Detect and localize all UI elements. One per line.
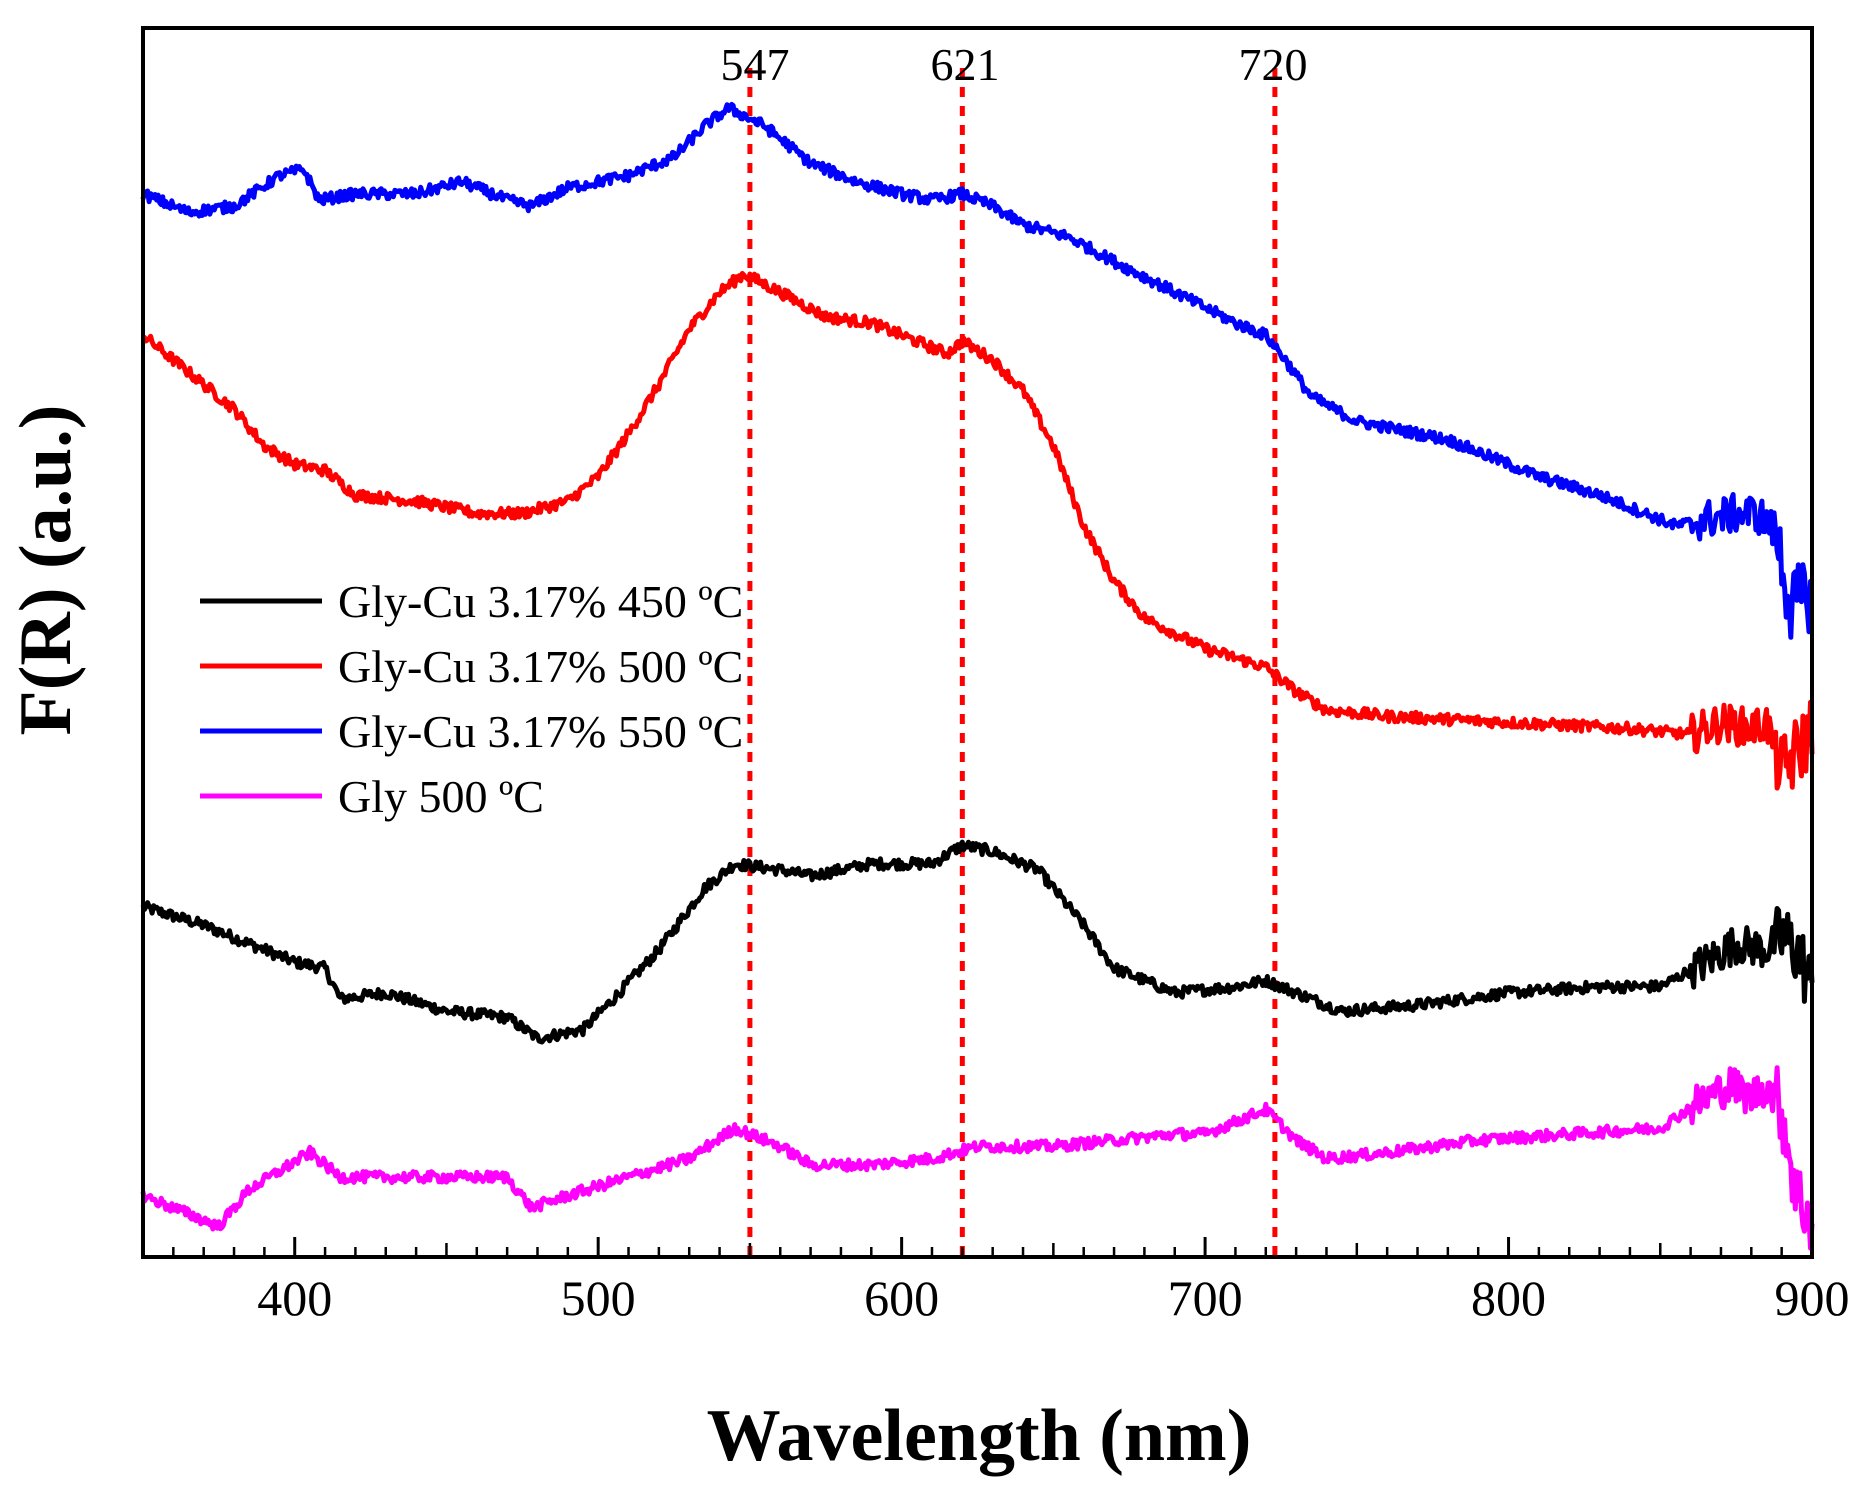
series-line-1 [140, 839, 1815, 1045]
series-line-4 [140, 1065, 1815, 1251]
x-tick-label: 900 [1775, 1270, 1850, 1326]
reference-label-547: 547 [721, 39, 790, 90]
plot-frame [141, 26, 1814, 1259]
legend-label-2: Gly-Cu 3.17% 500 ºC [338, 641, 743, 692]
reference-line-labels: 547 621 720 [721, 39, 1308, 90]
series-line-3 [140, 101, 1814, 640]
legend-label-3: Gly-Cu 3.17% 550 ºC [338, 706, 743, 757]
legend: Gly-Cu 3.17% 450 ºC Gly-Cu 3.17% 500 ºC Gl… [200, 576, 743, 822]
series-lines-group [140, 101, 1815, 1251]
legend-label-4: Gly 500 ºC [338, 771, 544, 822]
x-axis-ticks: 400 500 600 700 800 900 [172, 1237, 1850, 1326]
x-tick-label: 800 [1471, 1270, 1546, 1326]
series-line-2 [140, 271, 1815, 791]
x-tick-label: 600 [864, 1270, 939, 1326]
y-axis-title: F(R) (a.u.) [5, 405, 87, 736]
reference-lines-group [747, 68, 1278, 1257]
x-tick-label: 400 [257, 1270, 332, 1326]
reference-label-621: 621 [931, 39, 1000, 90]
reference-label-720: 720 [1239, 39, 1308, 90]
legend-label-1: Gly-Cu 3.17% 450 ºC [338, 576, 743, 627]
x-tick-label: 500 [561, 1270, 636, 1326]
x-tick-label: 700 [1168, 1270, 1243, 1326]
x-axis-title: Wavelength (nm) [707, 1395, 1252, 1477]
